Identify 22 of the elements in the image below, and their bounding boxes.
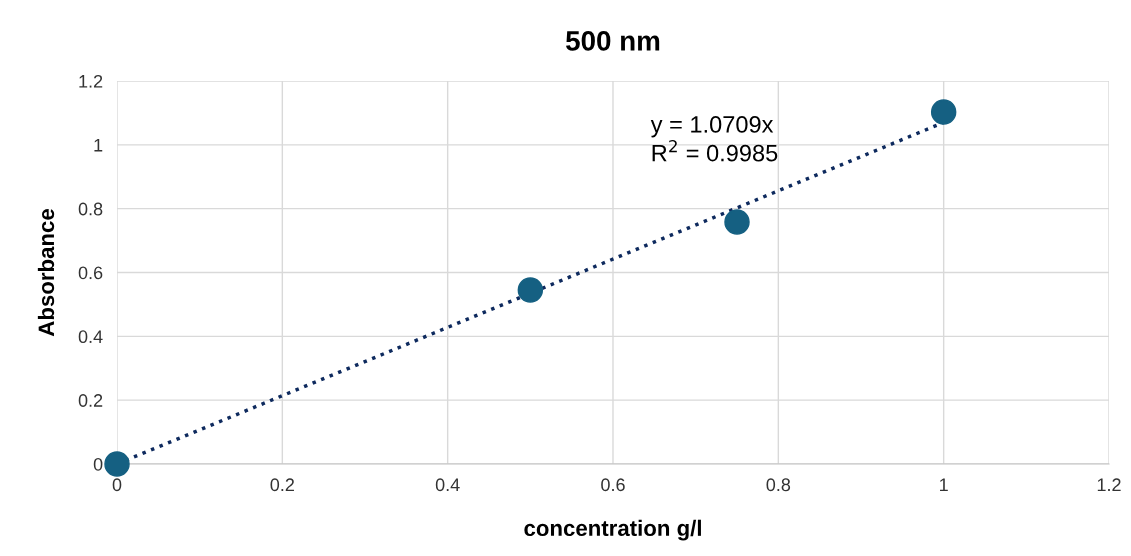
y-tick-label: 0.6 [78, 266, 103, 280]
x-axis-title: concentration g/l [524, 519, 701, 541]
chart-title: 500 nm [565, 31, 660, 51]
x-tick-label: 0.2 [270, 478, 294, 492]
point [930, 99, 957, 125]
y-tick-label: 0 [93, 457, 103, 471]
x-tick-label: 1 [940, 478, 948, 491]
y-tick-label: 0.4 [78, 330, 103, 344]
y-axis-title: Absorbance [37, 209, 55, 337]
annotation: y = 1.0709x R$^{2}$ = 0.9985 [650, 116, 778, 162]
point [724, 209, 750, 235]
y-tick-label: 1 [94, 138, 103, 152]
point [517, 277, 544, 303]
point [104, 451, 130, 477]
x-tick-label: 0.6 [601, 478, 625, 492]
y-tick-label: 0.2 [78, 394, 103, 407]
x-tick-label: 1.2 [1097, 478, 1121, 491]
x-tick-label: 0 [112, 478, 122, 492]
y-tick-label: 1.2 [79, 74, 103, 88]
y-tick-label: 0.8 [78, 202, 103, 216]
x-tick-label: 0.4 [435, 478, 460, 492]
x-tick-label: 0.8 [766, 478, 791, 492]
